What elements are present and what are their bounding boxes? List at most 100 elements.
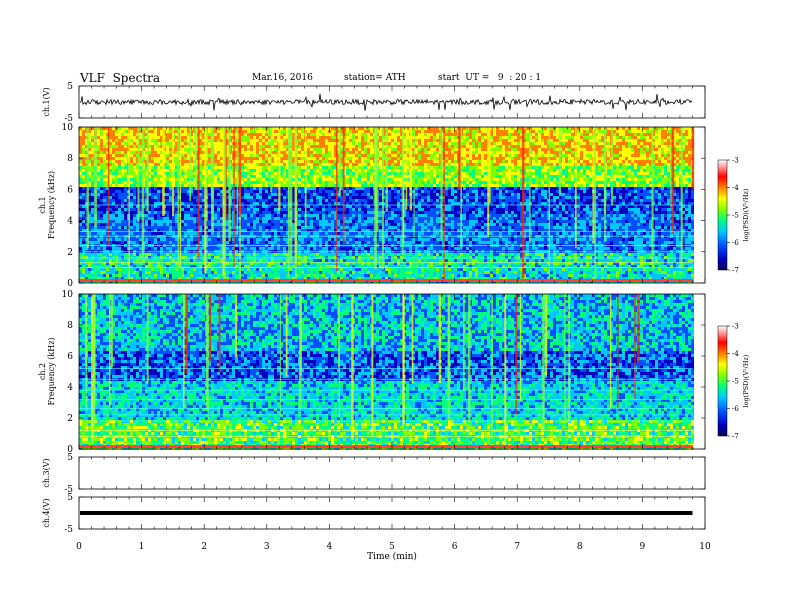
spectrogram-cell [109, 184, 112, 187]
spectrogram-cell [352, 181, 355, 184]
spectrogram-cell [157, 145, 160, 148]
spectrogram-cell [490, 172, 493, 175]
spectrogram-cell [88, 139, 91, 142]
spectrogram-cell [310, 172, 313, 175]
spectrogram-cell [133, 163, 136, 166]
spectrogram-cell [292, 172, 295, 175]
spectrogram-cell [454, 166, 457, 169]
spectrogram-cell [430, 142, 433, 145]
spectrogram-cell [199, 133, 202, 136]
spectrogram-cell [271, 178, 274, 181]
spectrogram-cell [157, 175, 160, 178]
spectrogram-cell [478, 193, 481, 196]
spectrogram-cell [418, 196, 421, 199]
spectrogram-cell [274, 172, 277, 175]
spectrogram-cell [496, 148, 499, 151]
spectrogram-cell [301, 172, 304, 175]
spectrogram-cell [511, 148, 514, 151]
spectrogram-cell [355, 145, 358, 148]
spectrogram-cell [175, 145, 178, 148]
spectrogram-cell [673, 151, 676, 154]
spectrogram-cell [502, 187, 505, 190]
spectrogram-cell [505, 184, 508, 187]
spectrogram-cell [307, 148, 310, 151]
spectrogram-cell [361, 181, 364, 184]
spectrogram-cell [403, 154, 406, 157]
spectrogram-cell [166, 172, 169, 175]
spectrogram-cell [349, 172, 352, 175]
spectrogram-cell [262, 136, 265, 139]
spectrogram-cell [595, 142, 598, 145]
spectrogram-cell [178, 133, 181, 136]
spectrogram-cell [571, 145, 574, 148]
spectrogram-cell [100, 169, 103, 172]
spectrogram-cell [259, 187, 262, 190]
spectrogram-cell [118, 190, 121, 193]
spectrogram-cell [613, 148, 616, 151]
spectrogram-cell [625, 154, 628, 157]
spectrogram-cell [637, 193, 640, 196]
spectrogram-cell [100, 154, 103, 157]
spectrogram-cell [370, 130, 373, 133]
spectrogram-cell [538, 148, 541, 151]
spectrogram-cell [448, 157, 451, 160]
spectrogram-cell [661, 160, 664, 163]
spectrogram-cell [346, 142, 349, 145]
spectrogram-cell [466, 166, 469, 169]
spectrogram-cell [577, 187, 580, 190]
spectrogram-cell [481, 169, 484, 172]
spectrogram-cell [493, 169, 496, 172]
spectrogram-cell [637, 172, 640, 175]
spectrogram-cell [235, 136, 238, 139]
spectrogram-cell [646, 169, 649, 172]
spectrogram-cell [352, 145, 355, 148]
spectrogram-cell [643, 184, 646, 187]
spectrogram-cell [196, 166, 199, 169]
spectrogram-cell [112, 163, 115, 166]
spectrogram-cell [517, 190, 520, 193]
spectrogram-cell [463, 142, 466, 145]
spectrogram-cell [427, 157, 430, 160]
spectrogram-cell [301, 166, 304, 169]
spectrogram-cell [679, 175, 682, 178]
spectrogram-cell [325, 145, 328, 148]
spectrogram-cell [349, 142, 352, 145]
spectrogram-cell [520, 157, 523, 160]
spectrogram-cell [556, 193, 559, 196]
spectrogram-cell [196, 163, 199, 166]
spectrogram-cell [685, 175, 688, 178]
spectrogram-cell [178, 187, 181, 190]
spectrogram-cell [166, 130, 169, 133]
spectrogram-cell [166, 148, 169, 151]
spectrogram-cell [412, 136, 415, 139]
spectrogram-cell [196, 154, 199, 157]
spectrogram-cell [406, 157, 409, 160]
spectrogram-cell [364, 193, 367, 196]
spectrogram-cell [484, 154, 487, 157]
spectrogram-cell [367, 169, 370, 172]
spectrogram-cell [628, 190, 631, 193]
spectrogram-cell [220, 130, 223, 133]
spectrogram-cell [508, 175, 511, 178]
spectrogram-cell [550, 163, 553, 166]
spectrogram-cell [664, 181, 667, 184]
spectrogram-cell [490, 190, 493, 193]
spectrogram-cell [478, 154, 481, 157]
spectrogram-cell [130, 190, 133, 193]
spectrogram-cell [364, 184, 367, 187]
spectrogram-cell [499, 166, 502, 169]
spectrogram-cell [193, 199, 196, 202]
spectrogram-cell [82, 175, 85, 178]
spectrogram-cell [640, 127, 643, 130]
spectrogram-cell [241, 127, 244, 130]
spectrogram-cell [220, 157, 223, 160]
spectrogram-cell [484, 139, 487, 142]
spectrogram-cell [547, 184, 550, 187]
spectrogram-cell [100, 184, 103, 187]
spectrogram-cell [112, 169, 115, 172]
spectrogram-cell [445, 142, 448, 145]
spectrogram-cell [160, 178, 163, 181]
spectrogram-cell [88, 130, 91, 133]
spectrogram-cell [496, 163, 499, 166]
spectrogram-cell [235, 175, 238, 178]
